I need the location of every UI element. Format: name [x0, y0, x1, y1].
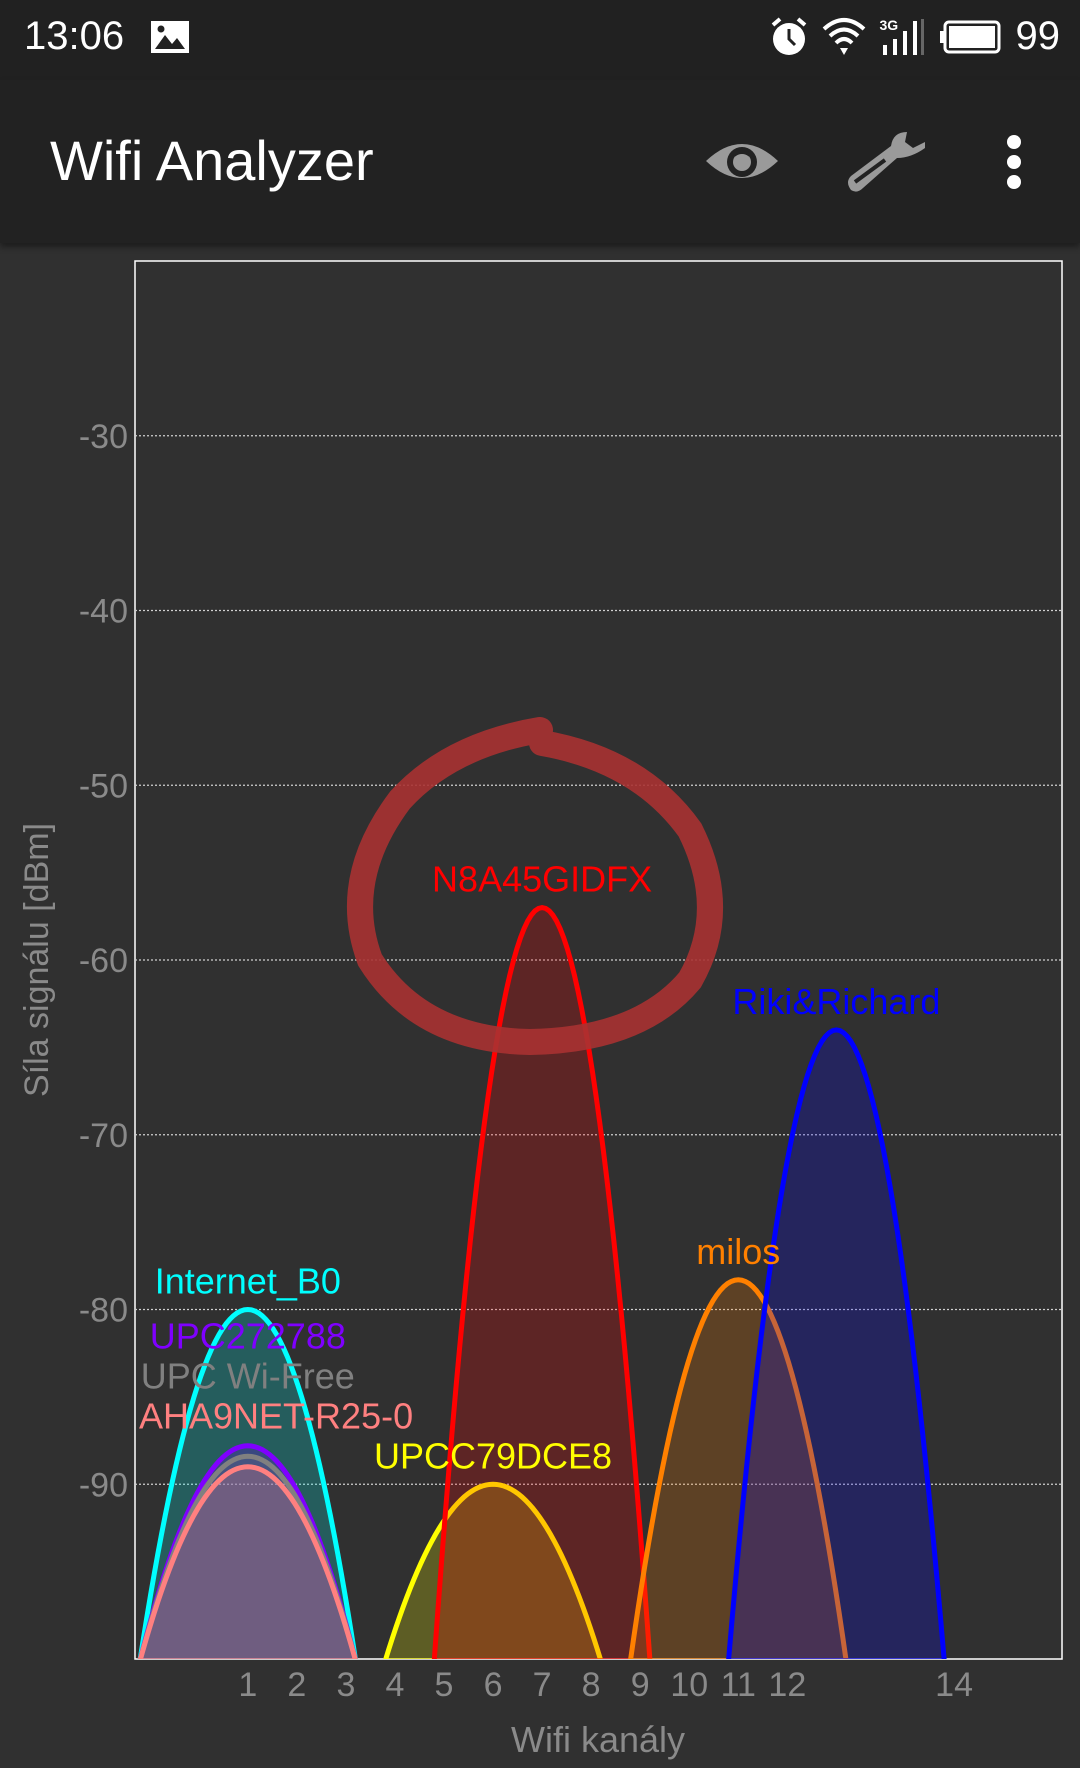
y-tick-label: -80: [79, 1292, 128, 1330]
battery-icon: [939, 20, 1000, 53]
settings-button[interactable]: [845, 120, 929, 204]
network-label: N8A45GIDFX: [432, 859, 652, 900]
y-axis-label: Síla signálu [dBm]: [18, 823, 56, 1097]
x-tick-label: 5: [435, 1666, 454, 1704]
image-icon: [151, 21, 189, 53]
y-tick-label: -30: [79, 418, 128, 456]
x-tick-label: 6: [484, 1666, 503, 1704]
x-tick-label: 7: [533, 1666, 552, 1704]
network-label: Internet_B0: [155, 1261, 341, 1302]
eye-button[interactable]: [700, 120, 784, 204]
network-curve: [726, 1027, 947, 1659]
network-label: AHA9NET-R25-0: [139, 1395, 413, 1436]
y-tick-label: -50: [79, 767, 128, 805]
y-tick-label: -70: [79, 1117, 128, 1155]
x-tick-label: 2: [287, 1666, 306, 1704]
wrench-icon: [848, 132, 925, 192]
x-tick-label: 3: [336, 1666, 355, 1704]
alarm-icon: [771, 16, 806, 55]
network-label: UPCC79DCE8: [374, 1435, 612, 1476]
x-axis-label: Wifi kanály: [511, 1719, 685, 1760]
x-tick-label: 10: [670, 1666, 708, 1704]
network-label: Riki&Richard: [732, 981, 940, 1022]
annotation-circle: [347, 717, 723, 1056]
wifi-icon: [822, 17, 865, 55]
status-time: 13:06: [24, 14, 125, 58]
x-tick-label: 11: [721, 1666, 756, 1704]
x-tick-label: 8: [582, 1666, 601, 1704]
battery-level: 99: [1015, 14, 1061, 58]
status-bar: 13:06 3G 99: [0, 0, 1080, 80]
network-curve: [628, 1277, 849, 1659]
app-title: Wifi Analyzer: [50, 129, 374, 192]
x-tick-label: 14: [935, 1666, 973, 1704]
y-tick-label: -60: [79, 942, 128, 980]
x-tick-label: 12: [768, 1666, 806, 1704]
network-curve: [137, 1306, 358, 1659]
x-tick-label: 1: [238, 1666, 257, 1704]
y-tick-label: -40: [79, 593, 128, 631]
x-tick-label: 4: [385, 1666, 404, 1704]
network-label: milos: [696, 1231, 780, 1272]
app-bar: Wifi Analyzer: [0, 80, 1080, 243]
eye-icon: [706, 144, 778, 178]
network-curve: [431, 905, 653, 1659]
network-label: UPC Wi-Free: [141, 1355, 355, 1396]
x-tick-label: 9: [631, 1666, 650, 1704]
network-type: 3G: [879, 16, 899, 33]
signal-icon: 3G: [880, 17, 926, 57]
network-label: UPC272788: [150, 1315, 346, 1356]
more-options-button[interactable]: [972, 120, 1056, 204]
more-vert-icon: [1007, 135, 1021, 189]
network-curve: [137, 1464, 358, 1659]
y-tick-label: -90: [79, 1466, 128, 1504]
